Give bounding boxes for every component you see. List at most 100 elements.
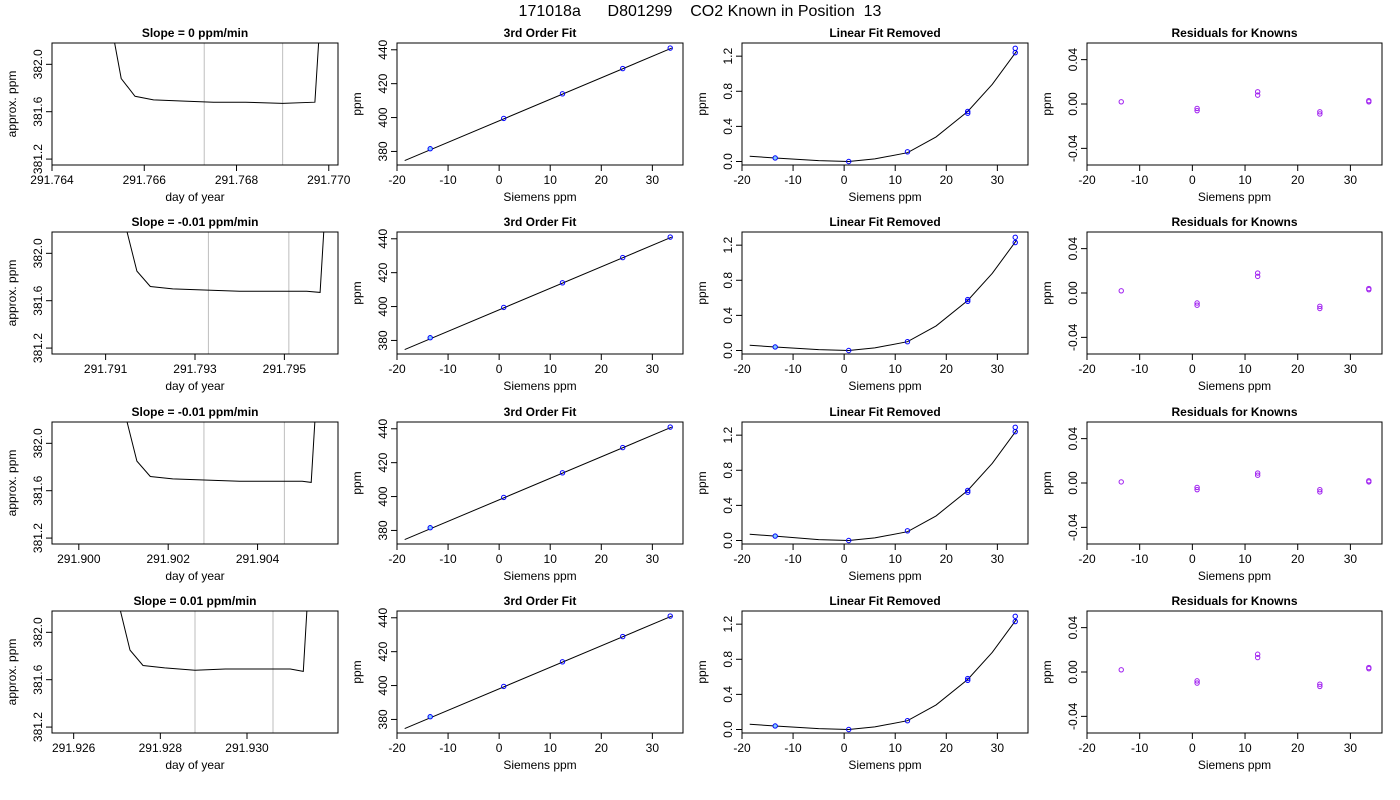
x-tick-label: 20 (1291, 741, 1305, 755)
x-tick-label: 291.900 (57, 552, 101, 566)
residual-point (1194, 680, 1200, 686)
x-tick-label: 10 (544, 741, 558, 755)
x-tick-label: 30 (646, 362, 660, 376)
y-tick-label: 1.2 (721, 616, 735, 633)
residual-point (1118, 288, 1124, 294)
x-tick-label: -20 (733, 741, 751, 755)
y-tick-label: 1.2 (721, 427, 735, 444)
plot-frame (51, 421, 339, 545)
x-tick-label: 0 (1189, 552, 1196, 566)
residual-point (1254, 89, 1261, 95)
series-line (749, 239, 1018, 352)
panel-title: Linear Fit Removed (829, 26, 940, 40)
x-tick-label: 30 (991, 552, 1005, 566)
known-point (501, 683, 507, 690)
y-axis-label: ppm (1040, 471, 1054, 494)
y-tick-label: 400 (376, 675, 390, 695)
x-tick-label: -20 (733, 362, 751, 376)
x-tick-label: -10 (439, 173, 457, 187)
panel-title: Linear Fit Removed (829, 215, 940, 229)
x-tick-label: 0 (1189, 741, 1196, 755)
panel-title: Slope = 0.01 ppm/min (133, 594, 256, 608)
known-point (846, 158, 852, 165)
y-tick-label: 380 (376, 330, 390, 350)
x-tick-label: -10 (1131, 552, 1149, 566)
residual-point (1254, 651, 1261, 657)
panel-3-3: Linear Fit Removed -20 -10 0 10 20 30 0.0 0.4 0.8… (695, 405, 1029, 583)
x-tick-label: 0 (496, 552, 503, 566)
known-point (1012, 49, 1018, 56)
x-tick-label: 291.770 (307, 173, 351, 187)
residual-point (1366, 479, 1372, 485)
y-tick-label: -0.04 (1066, 513, 1080, 541)
x-tick-label: -20 (388, 362, 406, 376)
y-tick-label: 381.6 (31, 664, 45, 694)
x-tick-label: -20 (388, 552, 406, 566)
x-tick-label: 30 (991, 741, 1005, 755)
x-axis-label: Siemens ppm (503, 190, 576, 204)
known-point (846, 347, 852, 354)
y-axis-label: ppm (350, 660, 364, 683)
x-tick-label: 0 (841, 552, 848, 566)
y-tick-label: 440 (376, 607, 390, 627)
x-tick-label: 20 (1291, 552, 1305, 566)
residual-point (1194, 678, 1200, 684)
panel-title: Residuals for Knowns (1171, 405, 1297, 419)
x-tick-label: -10 (784, 362, 802, 376)
x-tick-label: 20 (1291, 173, 1305, 187)
residual-point (1317, 109, 1323, 115)
known-point (965, 298, 971, 305)
x-tick-label: 291.926 (52, 741, 96, 755)
plot-frame (51, 610, 339, 734)
plot-frame (741, 421, 1029, 545)
x-tick-label: 10 (544, 552, 558, 566)
y-tick-label: 382.0 (31, 617, 45, 647)
y-axis-label: ppm (695, 92, 709, 115)
x-tick-label: 10 (889, 362, 903, 376)
panel-2-4: Residuals for Knowns -20 -10 0 10 20 30 -0.04 0.… (1040, 215, 1383, 393)
panel-2-2: 3rd Order Fit -20 -10 0 10 20 30 380 400 420 440 Si… (350, 215, 684, 393)
residual-point (1254, 270, 1261, 276)
x-tick-label: -10 (1131, 362, 1149, 376)
known-point (772, 723, 778, 729)
x-tick-label: 0 (841, 362, 848, 376)
y-tick-label: 381.2 (31, 712, 45, 742)
y-tick-label: 0.0 (721, 532, 735, 549)
series-line (119, 611, 308, 672)
residual-point (1118, 667, 1124, 673)
y-tick-label: 0.8 (721, 272, 735, 289)
y-tick-label: 381.6 (31, 96, 45, 126)
known-point (1012, 424, 1018, 430)
panel-1-4: Residuals for Knowns -20 -10 0 10 20 30 -0.04 0.… (1040, 26, 1383, 204)
x-axis-label: Siemens ppm (1198, 569, 1271, 583)
x-tick-label: 10 (889, 552, 903, 566)
known-point (1012, 239, 1018, 246)
known-point (427, 525, 433, 531)
known-point (1012, 234, 1018, 240)
residual-point (1118, 99, 1124, 105)
y-tick-label: 0.8 (721, 651, 735, 668)
x-tick-label: 291.791 (84, 362, 128, 376)
y-tick-label: 0.8 (721, 83, 735, 100)
x-tick-label: 291.766 (123, 173, 167, 187)
y-axis-label: ppm (695, 660, 709, 683)
x-tick-label: -20 (388, 741, 406, 755)
known-point (1012, 428, 1018, 435)
known-point (620, 254, 626, 261)
y-tick-label: 0.4 (721, 307, 735, 324)
y-tick-label: 400 (376, 296, 390, 316)
x-tick-label: 0 (841, 173, 848, 187)
x-tick-label: -20 (733, 552, 751, 566)
known-point (772, 533, 778, 539)
x-tick-label: -10 (784, 552, 802, 566)
x-tick-label: 20 (940, 552, 954, 566)
known-point (559, 280, 566, 286)
known-point (1012, 618, 1018, 625)
x-tick-label: -10 (1131, 741, 1149, 755)
residual-point (1317, 303, 1323, 310)
plot-frame (396, 421, 684, 545)
residual-point (1317, 305, 1323, 312)
y-tick-label: 0.00 (1066, 281, 1080, 305)
series-line (404, 426, 672, 541)
known-point (501, 494, 507, 501)
